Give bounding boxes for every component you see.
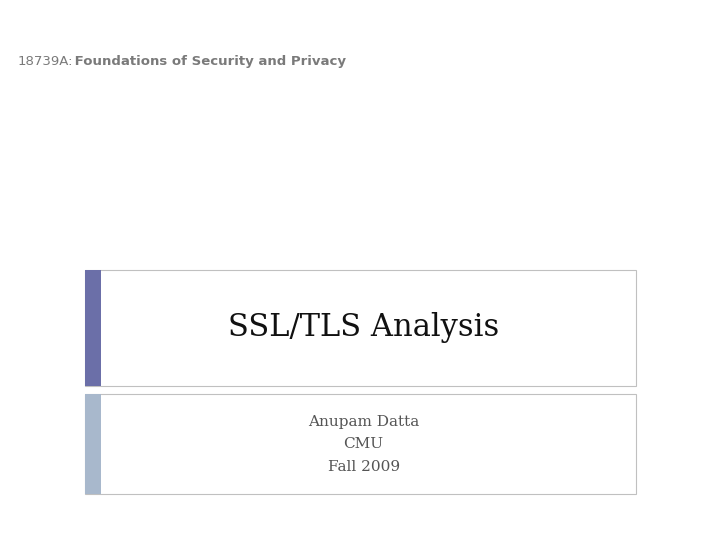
Bar [85, 394, 636, 494]
Bar [85, 270, 636, 386]
Bar [85, 394, 101, 494]
Bar [85, 270, 101, 386]
Text: 18739A:: 18739A: [18, 55, 73, 68]
Text: Anupam Datta
CMU
Fall 2009: Anupam Datta CMU Fall 2009 [308, 415, 419, 474]
Text: SSL/TLS Analysis: SSL/TLS Analysis [228, 312, 499, 343]
Text: Foundations of Security and Privacy: Foundations of Security and Privacy [70, 55, 346, 68]
